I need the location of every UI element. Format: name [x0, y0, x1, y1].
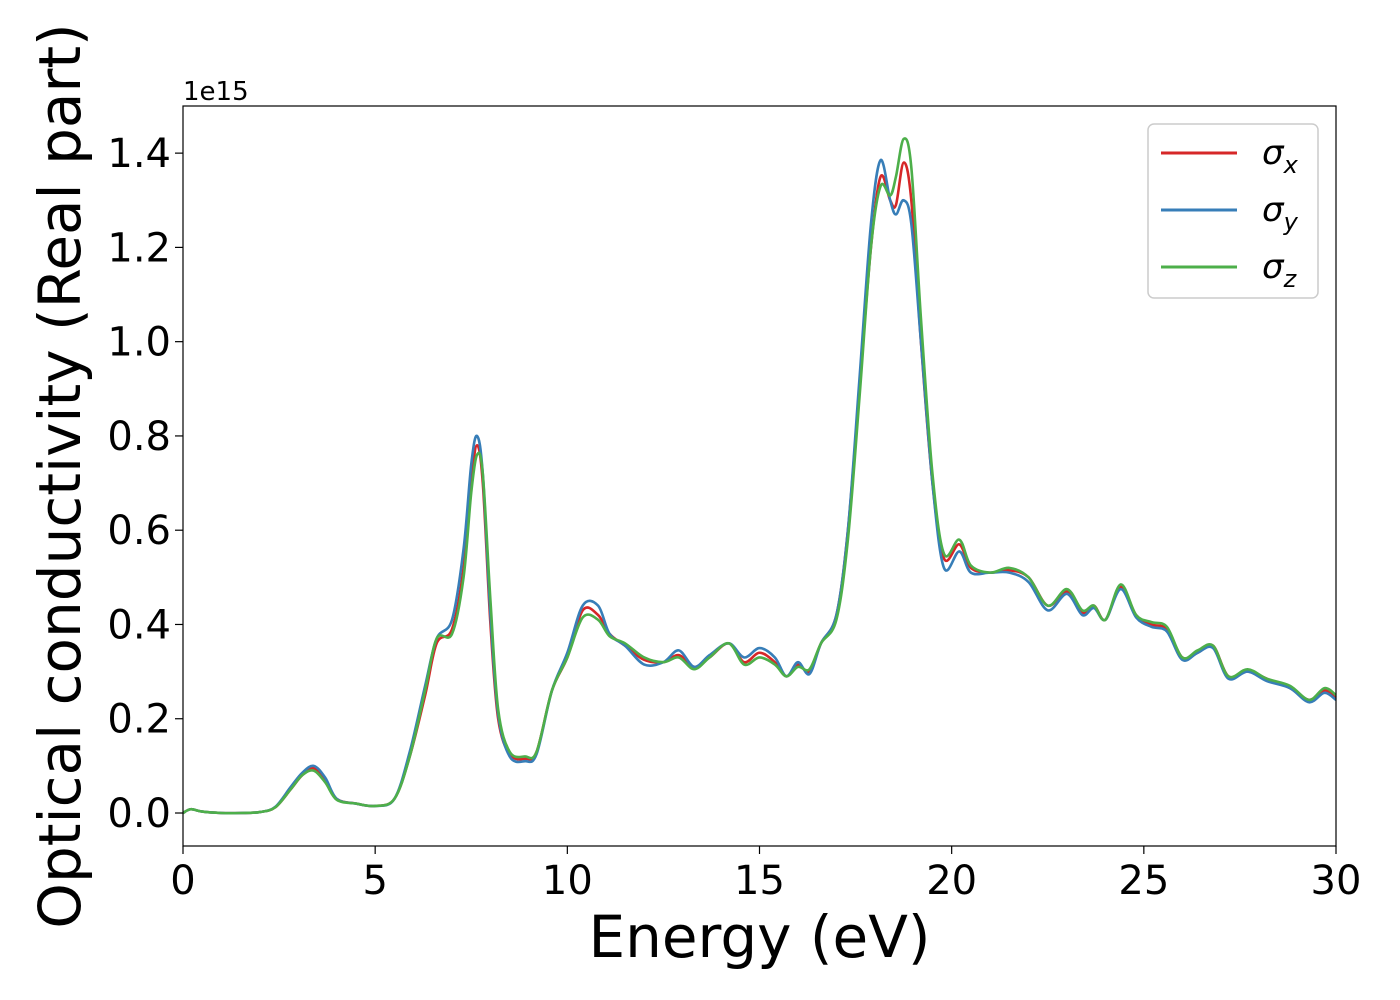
x-tick-label: 15 — [734, 858, 785, 904]
x-tick-label: 20 — [926, 858, 977, 904]
y-tick-label: 1.2 — [107, 225, 171, 271]
y-tick-label: 1.0 — [107, 320, 171, 366]
y-tick-label: 1.4 — [107, 131, 171, 177]
x-axis-label: Energy (eV) — [588, 903, 930, 971]
x-tick-label: 5 — [362, 858, 387, 904]
x-tick-label: 25 — [1118, 858, 1169, 904]
x-tick-label: 30 — [1311, 858, 1362, 904]
legend: σx σy σz — [1147, 123, 1319, 299]
series-layer — [182, 137, 1337, 815]
y-offset-label: 1e15 — [183, 77, 249, 107]
legend-label-z: σz — [1262, 247, 1298, 293]
y-tick-label: 0.8 — [107, 414, 171, 460]
series-line-z — [182, 137, 1337, 815]
x-axis-ticks: 0 5 10 15 20 25 30 — [170, 846, 1361, 904]
y-tick-label: 0.0 — [107, 791, 171, 837]
legend-label-y: σy — [1262, 190, 1299, 236]
x-tick-label: 10 — [542, 858, 593, 904]
x-tick-label: 0 — [170, 858, 195, 904]
y-tick-label: 0.4 — [107, 602, 171, 648]
y-axis-label: Optical conductivity (Real part) — [26, 23, 94, 928]
y-tick-label: 0.2 — [107, 697, 171, 743]
legend-label-x: σx — [1262, 133, 1299, 179]
y-axis-ticks: 0.0 0.2 0.4 0.6 0.8 1.0 1.2 1.4 — [107, 131, 183, 837]
y-tick-label: 0.6 — [107, 508, 171, 554]
